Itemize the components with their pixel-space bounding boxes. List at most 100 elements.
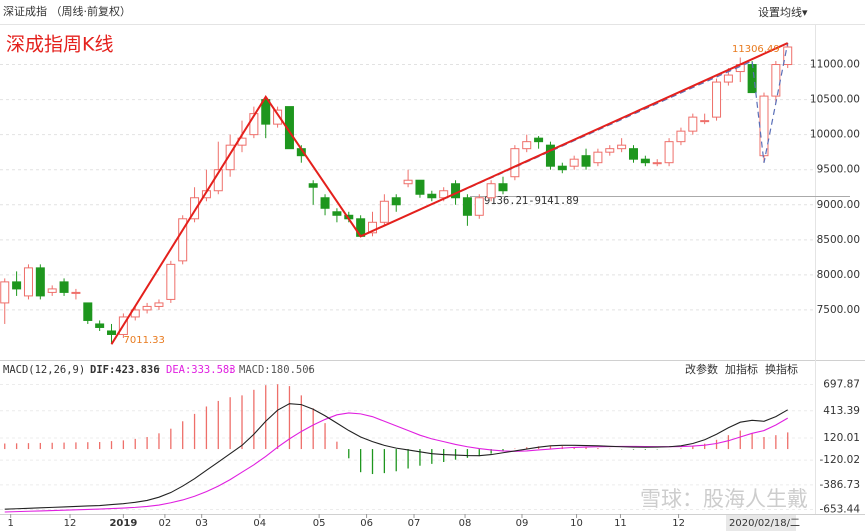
- indicator-button[interactable]: 换指标: [765, 362, 798, 376]
- candle-body: [486, 183, 496, 199]
- low-label: 7011.33: [124, 335, 165, 346]
- y-tick-label: 8500.00: [817, 234, 860, 246]
- y-tick-label: 120.01: [823, 432, 860, 444]
- x-tick-label: 12: [64, 518, 77, 529]
- y-tick-label: -386.73: [819, 479, 860, 491]
- macd-label: MACD:180.506: [239, 364, 315, 376]
- x-tick-label: 10: [570, 518, 583, 529]
- candle-body: [391, 197, 401, 206]
- candle-body: [403, 179, 413, 185]
- candle-body: [261, 99, 271, 125]
- x-tick-label: 1: [7, 518, 13, 529]
- x-tick-label: 05: [313, 518, 326, 529]
- candle-body: [47, 288, 57, 293]
- candle-body: [249, 113, 259, 136]
- y-tick-label: 8000.00: [817, 269, 860, 281]
- x-tick-label: 03: [195, 518, 208, 529]
- candle-body: [652, 162, 662, 165]
- y-tick-label: -653.44: [819, 504, 860, 516]
- candle-body: [676, 130, 686, 143]
- y-tick-label: 9500.00: [817, 164, 860, 176]
- y-tick-label: 697.87: [823, 378, 860, 390]
- ma-setting-button[interactable]: 设置均线▾: [758, 5, 808, 19]
- candle-body: [712, 81, 722, 118]
- candle-body: [190, 197, 200, 220]
- chart-title: 深证成指 （周线·前复权）: [3, 4, 131, 18]
- candle-body: [427, 193, 437, 199]
- dif-label: DIF:423.836: [90, 364, 160, 376]
- candle-body: [332, 211, 342, 216]
- candle-body: [462, 197, 472, 216]
- candle-body: [225, 144, 235, 171]
- candle-body: [59, 281, 69, 293]
- candle-body: [474, 197, 484, 216]
- date-label: 2020/02/18/二: [729, 518, 800, 529]
- candle-body: [557, 165, 567, 171]
- candle-body: [107, 330, 117, 335]
- y-tick-label: 7500.00: [817, 304, 860, 316]
- candle-body: [284, 106, 294, 150]
- x-tick-label: 08: [459, 518, 472, 529]
- arrow: ↑: [307, 364, 313, 376]
- x-tick-label: 06: [360, 518, 373, 529]
- candle-body: [415, 179, 425, 195]
- watermark: 雪球：股海人生戴: [640, 487, 808, 511]
- candle-body: [83, 302, 93, 321]
- y-tick-label: 413.39: [823, 405, 860, 417]
- candle-body: [522, 141, 532, 150]
- x-tick-label: 02: [159, 518, 172, 529]
- candle-body: [569, 158, 579, 167]
- y-tick-label: 10000.00: [810, 129, 860, 141]
- y-tick-label: 9000.00: [817, 199, 860, 211]
- candle-body: [71, 291, 81, 294]
- candle-body: [747, 64, 757, 94]
- candle-body: [783, 46, 793, 66]
- candle-body: [368, 221, 378, 234]
- arrow: ↑: [228, 364, 234, 376]
- dif-line: [4, 403, 788, 510]
- candle-body: [178, 218, 188, 262]
- candle-body: [166, 263, 176, 300]
- candle-body: [688, 116, 698, 132]
- candle-body: [379, 200, 389, 223]
- candle-body: [664, 141, 674, 164]
- y-tick-label: -120.02: [819, 454, 860, 466]
- candle-body: [0, 281, 10, 304]
- x-tick-label: 09: [516, 518, 529, 529]
- candle-body: [23, 267, 33, 297]
- candle-body: [617, 144, 627, 150]
- candle-body: [142, 305, 152, 311]
- candle-body: [723, 74, 733, 83]
- candle-body: [320, 197, 330, 209]
- date-box: [726, 515, 796, 531]
- candle-body: [154, 302, 164, 307]
- candle-body: [545, 144, 555, 167]
- candle-body: [581, 155, 591, 167]
- candle-body: [35, 267, 45, 297]
- candle-body: [640, 158, 650, 164]
- level-label: 9136.21-9141.89: [484, 195, 579, 207]
- candle-body: [593, 151, 603, 164]
- candle-body: [95, 323, 105, 328]
- arrow: ↑: [155, 364, 161, 376]
- macd-title: MACD(12,26,9): [3, 364, 85, 376]
- dea-label: DEA:333.583: [166, 364, 236, 376]
- x-tick-label: 04: [253, 518, 266, 529]
- candle-body: [628, 148, 638, 160]
- candle-body: [605, 148, 615, 153]
- indicator-button[interactable]: 加指标: [725, 362, 758, 376]
- x-tick-label: 11: [614, 518, 627, 529]
- x-tick-label: 2019: [109, 518, 137, 529]
- trend-line: [110, 42, 789, 345]
- candle-body: [700, 120, 710, 123]
- indicator-button[interactable]: 改参数: [685, 362, 718, 376]
- candle-body: [308, 183, 318, 188]
- y-tick-label: 11000.00: [810, 59, 860, 71]
- candle-body: [759, 95, 769, 157]
- candle-body: [273, 109, 283, 125]
- x-tick-label: 07: [408, 518, 421, 529]
- candle-body: [12, 281, 22, 290]
- candle-body: [498, 183, 508, 192]
